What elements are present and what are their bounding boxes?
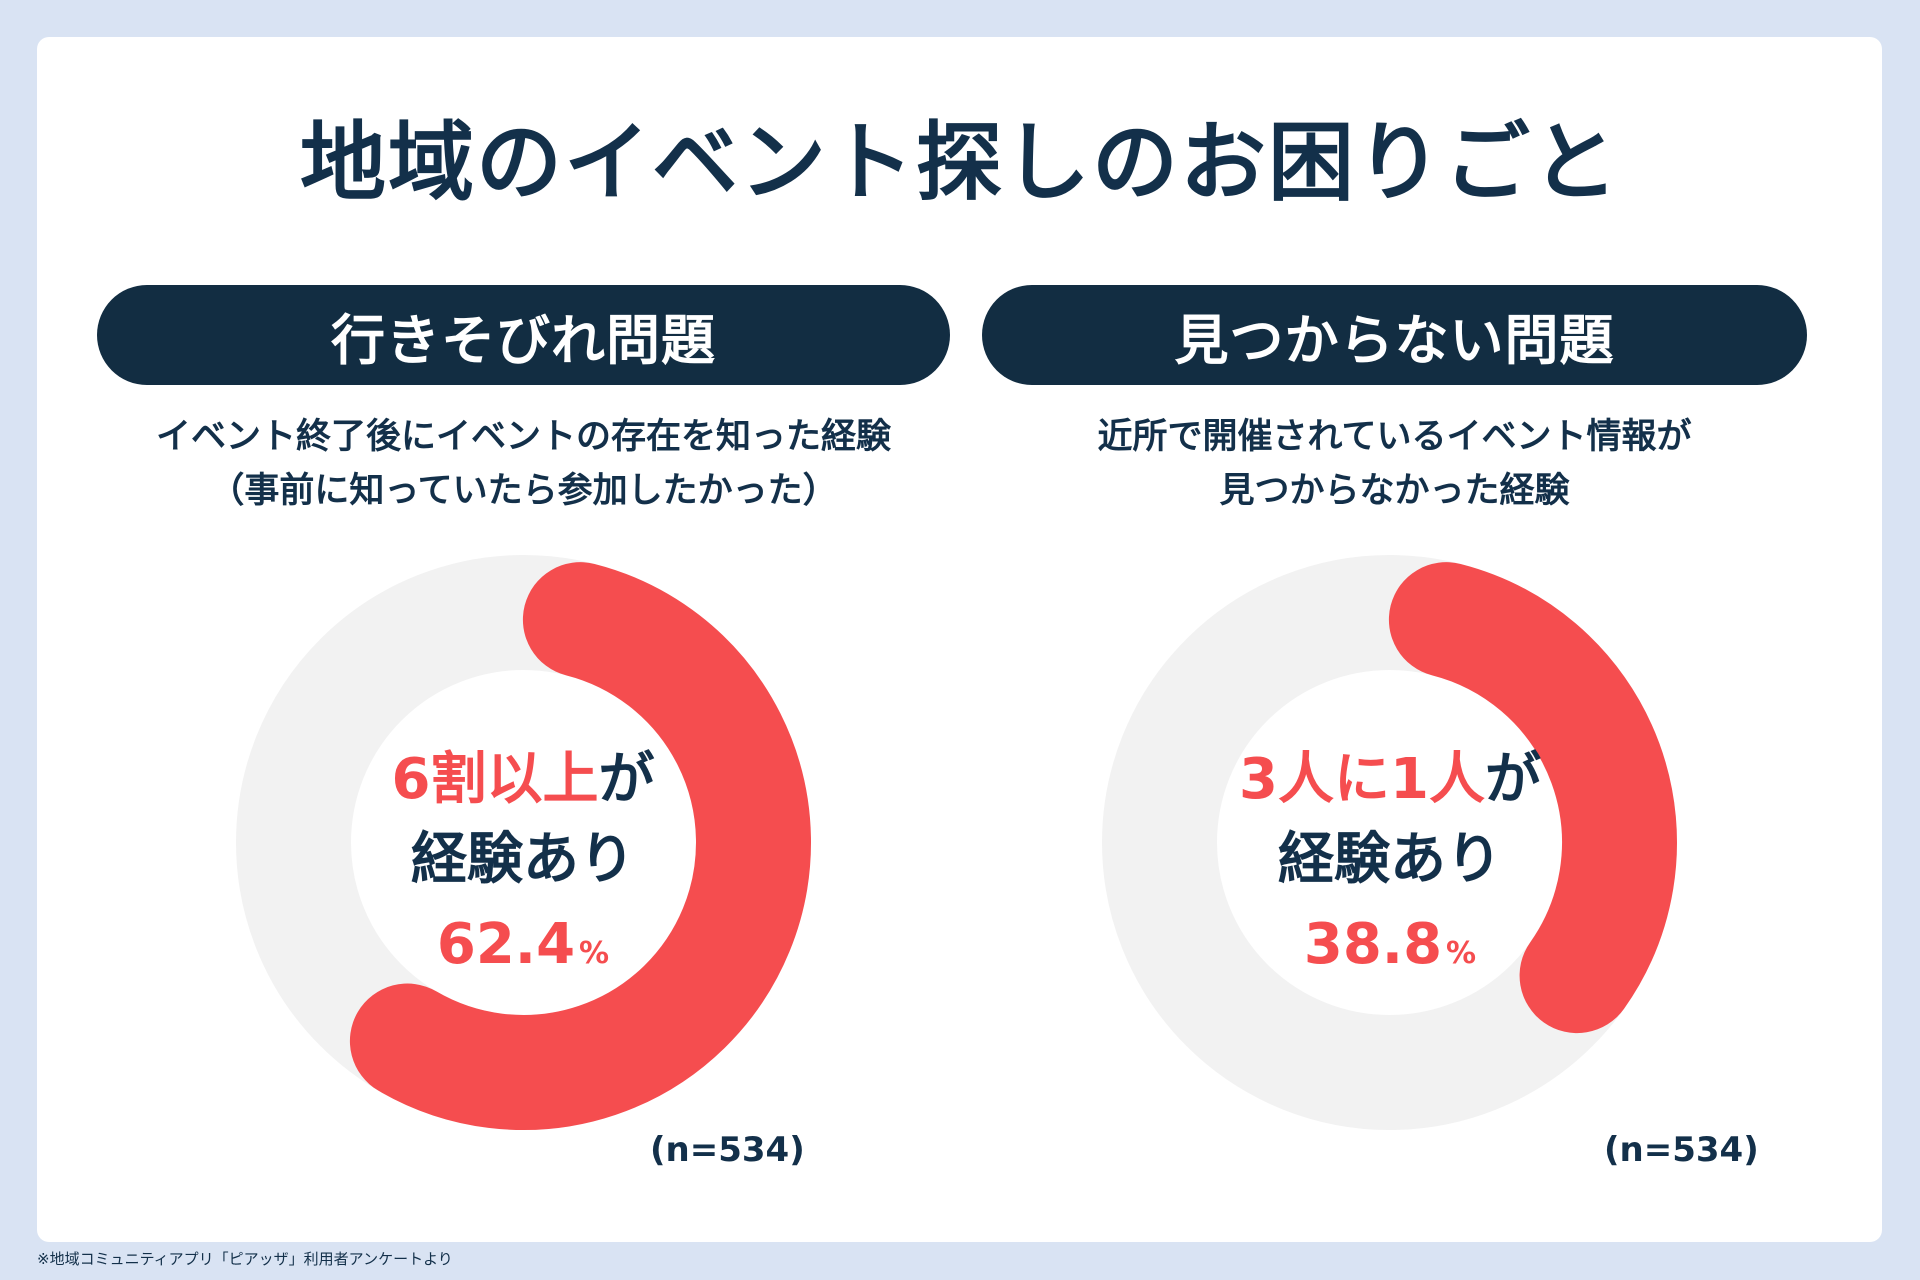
percent-unit: % (1446, 936, 1477, 971)
percent-value: 38.8 (1303, 912, 1443, 977)
panel-heading-right: 見つからない問題 (982, 285, 1807, 385)
sample-size-left: (n=534) (650, 1130, 805, 1170)
page-title: 地域のイベント探しのお困りごと (300, 113, 1620, 213)
highlight-text: 3人に1人 (1239, 747, 1485, 812)
donut-value-arc (349, 562, 811, 1130)
description-line: 近所で開催されているイベント情報が (1097, 417, 1692, 457)
description-line: （事前に知っていたら参加したかった） (209, 471, 838, 511)
donut-value-arc (1388, 562, 1677, 1034)
donut-chart-left (236, 555, 811, 1130)
donut-center-label-right: 3人に1人が 経験あり 38.8% (1180, 740, 1600, 977)
percent-unit: % (579, 936, 610, 971)
experience-label: 経験あり (1278, 827, 1502, 892)
description-line: 見つからなかった経験 (1219, 471, 1570, 511)
description-line: イベント終了後にイベントの存在を知った経験 (155, 417, 891, 457)
panel-description-left: イベント終了後にイベントの存在を知った経験 （事前に知っていたら参加したかった） (97, 410, 950, 518)
footnote: ※地域コミュニティアプリ「ピアッザ」利用者アンケートより (37, 1250, 453, 1268)
experience-label: 経験あり (411, 827, 635, 892)
percent-value: 62.4 (436, 912, 576, 977)
panel-heading-left: 行きそびれ問題 (97, 285, 950, 385)
highlight-suffix: が (1484, 747, 1541, 812)
highlight-suffix: が (598, 747, 655, 812)
highlight-text: 6割以上 (391, 747, 599, 812)
panel-description-right: 近所で開催されているイベント情報が 見つからなかった経験 (982, 410, 1807, 518)
sample-size-right: (n=534) (1604, 1130, 1759, 1170)
donut-center-label-left: 6割以上が 経験あり 62.4% (313, 740, 733, 977)
donut-chart-right (1102, 555, 1677, 1130)
